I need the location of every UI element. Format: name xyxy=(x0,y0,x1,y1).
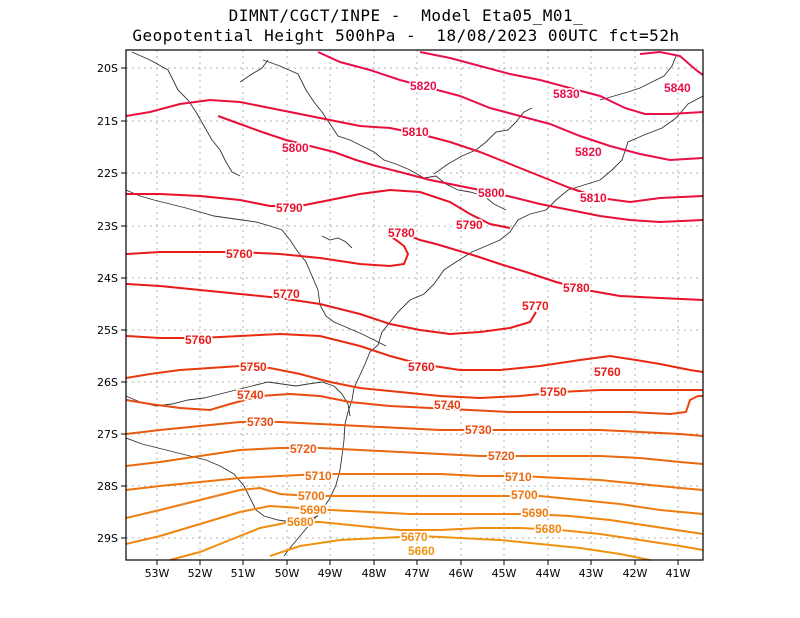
contour-line-5820 xyxy=(317,51,704,162)
lon-label: 52W xyxy=(188,567,213,580)
contour-label-5770: 5770 xyxy=(273,287,300,301)
lon-label: 47W xyxy=(405,567,430,580)
contour-group xyxy=(125,50,704,561)
contour-label-5760c: 5760 xyxy=(408,360,435,374)
contour-label-5750: 5750 xyxy=(240,360,267,374)
map-frame xyxy=(125,49,704,561)
lon-label: 46W xyxy=(449,567,474,580)
contour-line-5730 xyxy=(125,392,703,416)
grid xyxy=(126,50,703,560)
lon-label: 42W xyxy=(623,567,648,580)
contour-label-5730: 5730 xyxy=(247,415,274,429)
contour-label-5780b: 5780 xyxy=(563,281,590,295)
contour-label-5760: 5760 xyxy=(226,247,253,261)
contour-line-5720 xyxy=(125,421,704,437)
contour-label-5700: 5700 xyxy=(298,489,325,503)
contour-label-5790: 5790 xyxy=(276,201,303,215)
lat-label: 28S xyxy=(97,480,118,493)
coastline xyxy=(125,51,704,557)
contour-label-5720: 5720 xyxy=(290,442,317,456)
lat-label: 29S xyxy=(97,532,118,545)
contour-label-5800b: 5800 xyxy=(478,186,505,200)
contour-label-5830: 5830 xyxy=(553,87,580,101)
contour-label-5720b: 5720 xyxy=(488,449,515,463)
contour-label-5810: 5810 xyxy=(402,125,429,139)
contour-line-5800 xyxy=(217,115,704,224)
contour-label-5750b: 5750 xyxy=(540,385,567,399)
contour-label-5660: 5660 xyxy=(408,544,435,558)
lon-axis: 53W 52W 51W 50W 49W 48W 47W 46W 45W 44W … xyxy=(145,560,691,580)
contour-label-5690: 5690 xyxy=(300,503,327,517)
lat-label: 27S xyxy=(97,428,118,441)
contour-label-5840: 5840 xyxy=(664,81,691,95)
lat-label: 23S xyxy=(97,220,118,233)
contour-label-5710b: 5710 xyxy=(505,470,532,484)
lat-label: 21S xyxy=(97,115,118,128)
contour-label-5740b: 5740 xyxy=(434,398,461,412)
contour-label-5760d: 5760 xyxy=(594,365,621,379)
contour-label-5710: 5710 xyxy=(305,469,332,483)
contour-label-5770b: 5770 xyxy=(522,299,549,313)
contour-label-5790b: 5790 xyxy=(456,218,483,232)
contour-label-5780: 5780 xyxy=(388,226,415,240)
contour-label-5820b: 5820 xyxy=(575,145,602,159)
contour-line-5710 xyxy=(125,447,704,467)
contour-line-5680 xyxy=(125,504,704,545)
contour-label-5820: 5820 xyxy=(410,79,437,93)
lat-axis: 20S 21S 22S 23S 24S 25S 26S 27S 28S 29S xyxy=(97,62,126,545)
contour-label-5700b: 5700 xyxy=(511,488,538,502)
contour-line-5750 xyxy=(125,332,704,373)
contour-label-5670: 5670 xyxy=(401,530,428,544)
lat-label: 22S xyxy=(97,167,118,180)
lon-label: 50W xyxy=(275,567,300,580)
lat-label: 24S xyxy=(97,272,118,285)
contour-label-5680: 5680 xyxy=(287,515,314,529)
lon-label: 53W xyxy=(145,567,170,580)
contour-line-5670 xyxy=(169,521,704,561)
contour-line-5660 xyxy=(269,534,651,561)
lat-label: 25S xyxy=(97,324,118,337)
contour-line-5840 xyxy=(639,50,704,76)
title-line-1: DIMNT/CGCT/INPE - Model Eta05_M01_ xyxy=(228,6,584,25)
title-line-2: Geopotential Height 500hPa - 18/08/2023 … xyxy=(132,26,680,45)
contour-labels: 5840 5830 5820 5820 5810 5810 5800 5800 … xyxy=(184,78,693,560)
lat-label: 26S xyxy=(97,376,118,389)
contour-line-5830 xyxy=(419,51,704,115)
contour-line-5700 xyxy=(125,473,704,491)
lon-label: 43W xyxy=(579,567,604,580)
contour-label-5810b: 5810 xyxy=(580,191,607,205)
lon-label: 49W xyxy=(318,567,343,580)
contour-label-5800: 5800 xyxy=(282,141,309,155)
contour-label-5730b: 5730 xyxy=(465,423,492,437)
lon-label: 41W xyxy=(666,567,691,580)
lon-label: 48W xyxy=(362,567,387,580)
contour-line-5770 xyxy=(125,235,410,268)
contour-line-5810 xyxy=(125,98,704,204)
contour-line-5760 xyxy=(125,283,537,336)
contour-line-5740 xyxy=(125,364,703,400)
contour-label-5740: 5740 xyxy=(237,388,264,402)
contour-label-5690b: 5690 xyxy=(522,506,549,520)
contour-line-5690 xyxy=(125,486,704,519)
contour-line-5780 xyxy=(389,226,704,301)
lon-label: 51W xyxy=(231,567,256,580)
lon-label: 44W xyxy=(536,567,561,580)
contour-label-5760b: 5760 xyxy=(185,333,212,347)
lat-label: 20S xyxy=(97,62,118,75)
contour-line-5790 xyxy=(126,188,511,229)
lon-label: 45W xyxy=(492,567,517,580)
contour-label-5680b: 5680 xyxy=(535,522,562,536)
